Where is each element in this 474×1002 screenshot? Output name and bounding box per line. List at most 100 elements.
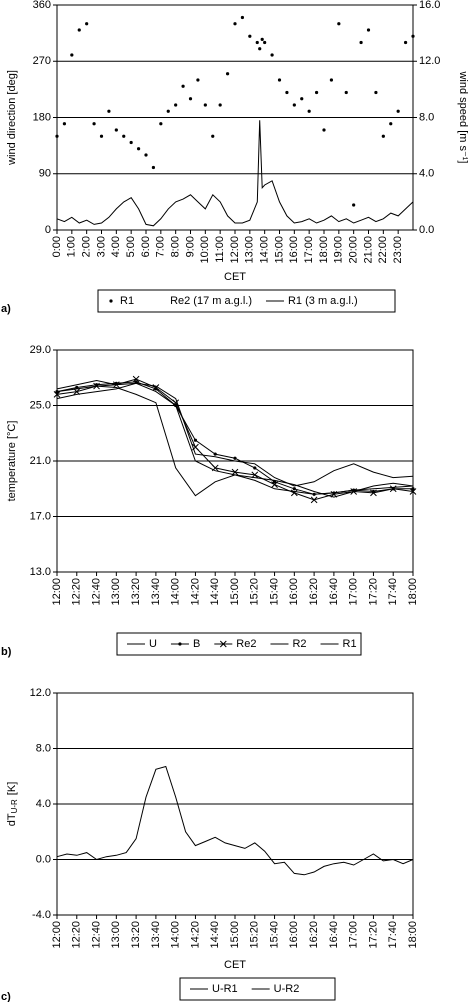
y-axis-label-unit: [K] bbox=[6, 782, 18, 795]
marker bbox=[322, 128, 326, 132]
x-tick-label: 15:40 bbox=[268, 921, 280, 949]
y2-tick-label: 12.0 bbox=[419, 55, 440, 67]
marker bbox=[159, 122, 163, 126]
marker bbox=[233, 456, 237, 460]
x-tick-label: 16:40 bbox=[328, 578, 340, 606]
marker bbox=[344, 90, 348, 95]
marker bbox=[370, 489, 377, 497]
x-tick-label: 16:00 bbox=[288, 921, 300, 949]
marker bbox=[174, 103, 178, 107]
marker bbox=[181, 84, 185, 88]
x-tick-label: 17:20 bbox=[367, 578, 379, 606]
x-tick-label: 16:20 bbox=[308, 578, 320, 606]
y-axis-label-text: temperature [°C] bbox=[6, 421, 18, 502]
marker bbox=[196, 78, 200, 82]
y-axis-label-subscript: U-R bbox=[10, 799, 19, 813]
y-axis-label: dTU-R [K] bbox=[6, 782, 19, 827]
x-tick-label: 15:00 bbox=[273, 236, 285, 264]
marker bbox=[55, 390, 59, 394]
x-tick-label: 10:00 bbox=[199, 236, 211, 264]
marker bbox=[300, 97, 304, 101]
marker bbox=[188, 97, 193, 101]
marker bbox=[144, 153, 148, 157]
x-tick-label: 1:00 bbox=[66, 236, 78, 257]
x-tick-label: 14:40 bbox=[209, 921, 221, 949]
y-tick-label: 0 bbox=[45, 224, 51, 236]
x-tick-label: 19:00 bbox=[333, 236, 345, 264]
y2-tick-label: 0.0 bbox=[419, 224, 434, 236]
x-tick-label: 14:00 bbox=[170, 578, 182, 606]
x-tick-label: 8:00 bbox=[170, 236, 182, 257]
legend-box bbox=[97, 289, 396, 313]
panel-label: c) bbox=[1, 991, 11, 1002]
x-tick-label: 13:40 bbox=[150, 578, 162, 606]
marker bbox=[55, 134, 59, 138]
marker bbox=[409, 488, 417, 495]
x-tick-label: 14:00 bbox=[170, 921, 182, 949]
x-tick-label: 16:00 bbox=[288, 236, 300, 264]
y-tick-label: 21.0 bbox=[30, 455, 51, 467]
x-tick-label: 20:00 bbox=[348, 236, 360, 264]
panel-label: a) bbox=[1, 303, 11, 315]
legend-label: R2 bbox=[292, 638, 306, 650]
x-tick-label: 17:00 bbox=[348, 921, 360, 949]
y-tick-label: 90 bbox=[39, 168, 51, 180]
x-tick-label: 11:00 bbox=[214, 236, 226, 263]
marker bbox=[122, 134, 126, 138]
y-tick-label: 270 bbox=[33, 55, 51, 67]
x-tick-label: 21:00 bbox=[362, 236, 374, 264]
marker bbox=[277, 78, 282, 82]
x-tick-label: 14:40 bbox=[209, 578, 221, 606]
y-axis-label-text: wind direction [deg] bbox=[6, 70, 18, 166]
y-axis-label: temperature [°C] bbox=[6, 421, 18, 502]
y-tick-label: 12.0 bbox=[30, 687, 51, 699]
x-tick-label: 14:20 bbox=[189, 578, 201, 606]
marker bbox=[381, 134, 385, 138]
marker bbox=[75, 385, 79, 390]
x-tick-label: 12:00 bbox=[229, 236, 241, 264]
x-tick-label: 12:00 bbox=[51, 921, 63, 949]
x-tick-label: 12:20 bbox=[71, 578, 83, 606]
x-tick-label: 15:00 bbox=[229, 578, 241, 606]
marker bbox=[359, 40, 363, 45]
x-tick-label: 3:00 bbox=[95, 236, 107, 257]
marker bbox=[77, 28, 81, 32]
legend-label: U-R1 bbox=[212, 983, 238, 995]
x-tick-label: 13:40 bbox=[150, 921, 162, 949]
x-tick-label: 17:20 bbox=[367, 921, 379, 949]
marker bbox=[93, 382, 100, 390]
y-tick-label: 29.0 bbox=[30, 344, 51, 356]
marker bbox=[292, 487, 296, 491]
series-line bbox=[56, 120, 414, 227]
marker bbox=[151, 165, 156, 170]
marker bbox=[307, 109, 311, 113]
x-tick-label: 22:00 bbox=[377, 236, 389, 264]
y-tick-label: -4.0 bbox=[32, 909, 51, 921]
y-tick-label: 25.0 bbox=[30, 399, 51, 411]
legend-label: U bbox=[149, 638, 157, 650]
marker bbox=[211, 134, 215, 138]
legend-label: U-R2 bbox=[274, 983, 300, 995]
marker bbox=[107, 109, 111, 113]
x-tick-label: 12:00 bbox=[51, 578, 63, 606]
y2-tick-label: 16.0 bbox=[419, 0, 440, 11]
marker bbox=[240, 15, 245, 20]
x-tick-label: 9:00 bbox=[184, 236, 196, 257]
marker bbox=[271, 481, 278, 488]
legend-label: R1 (3 m a.g.l.) bbox=[288, 295, 358, 307]
marker bbox=[92, 122, 96, 126]
x-tick-label: 4:00 bbox=[110, 236, 122, 257]
x-tick-label: 23:00 bbox=[392, 236, 404, 264]
y-tick-label: 8.0 bbox=[36, 742, 51, 754]
marker bbox=[329, 78, 334, 82]
marker bbox=[366, 28, 371, 32]
marker bbox=[62, 122, 67, 126]
marker bbox=[263, 40, 267, 45]
marker bbox=[389, 485, 397, 493]
marker bbox=[225, 72, 230, 76]
marker bbox=[411, 487, 415, 491]
y-tick-label: 360 bbox=[33, 0, 51, 11]
marker bbox=[285, 90, 289, 95]
panel-label: b) bbox=[1, 646, 12, 658]
x-tick-label: 13:00 bbox=[244, 236, 256, 264]
